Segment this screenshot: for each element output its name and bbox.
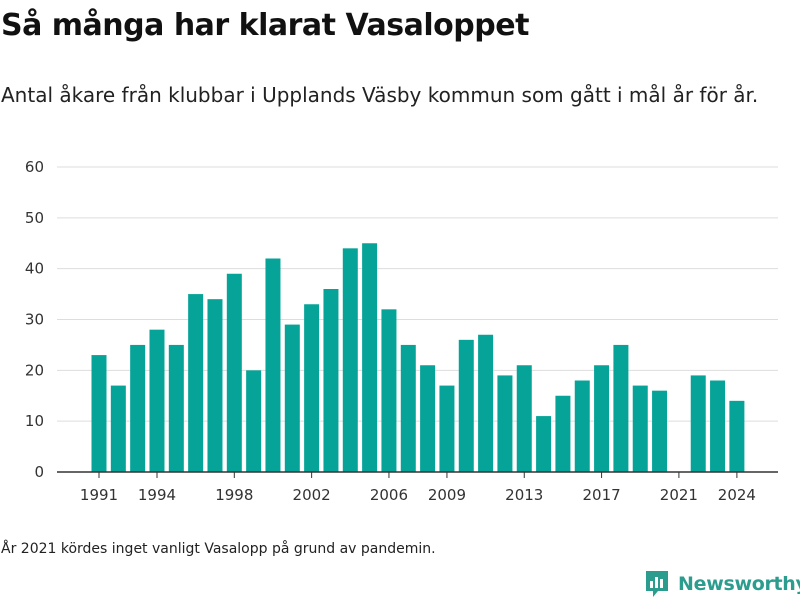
y-tick-label: 0 — [34, 463, 44, 481]
x-tick-label: 2024 — [718, 486, 756, 504]
bars — [91, 243, 745, 473]
chart-title: Så många har klarat Vasaloppet — [1, 8, 529, 43]
bar-2018[interactable] — [613, 344, 629, 472]
bar-2011[interactable] — [478, 334, 494, 472]
bar-2008[interactable] — [420, 365, 436, 472]
y-tick-label: 50 — [25, 209, 44, 227]
bar-2015[interactable] — [555, 395, 571, 472]
y-tick-label: 40 — [25, 260, 44, 278]
bar-2003[interactable] — [323, 289, 339, 472]
bar-chart: 0 10 20 30 40 50 60 1991 1994 1998 2002 2006 2009 20… — [25, 158, 778, 504]
x-axis-ticks: 1991 1994 1998 2002 2006 2009 2013 2017 2021 2024 — [80, 472, 756, 504]
bar-1999[interactable] — [246, 370, 262, 472]
bar-2001[interactable] — [284, 324, 300, 472]
y-tick-label: 60 — [25, 158, 44, 176]
x-tick-label: 1998 — [215, 486, 253, 504]
bar-2009[interactable] — [439, 385, 455, 472]
y-tick-label: 10 — [25, 412, 44, 430]
bar-2000[interactable] — [265, 258, 281, 473]
y-tick-label: 20 — [25, 361, 44, 379]
x-tick-label: 1994 — [138, 486, 176, 504]
bar-2007[interactable] — [400, 344, 416, 472]
bar-2002[interactable] — [304, 304, 320, 472]
footnote: År 2021 kördes inget vanligt Vasalopp på… — [1, 541, 436, 557]
bar-2010[interactable] — [458, 339, 474, 472]
newsworthy-logo-icon — [646, 571, 668, 597]
bar-2022[interactable] — [690, 375, 706, 472]
x-tick-label: 2013 — [505, 486, 543, 504]
bar-2006[interactable] — [381, 309, 397, 472]
bar-2012[interactable] — [497, 375, 513, 472]
x-tick-label: 1991 — [80, 486, 118, 504]
x-tick-label: 2002 — [293, 486, 331, 504]
bar-1996[interactable] — [188, 294, 204, 472]
bar-1995[interactable] — [168, 344, 184, 472]
gridlines — [57, 166, 778, 422]
x-tick-label: 2021 — [660, 486, 698, 504]
x-tick-label: 2017 — [582, 486, 620, 504]
y-axis-ticks: 0 10 20 30 40 50 60 — [25, 158, 44, 481]
bar-1992[interactable] — [110, 385, 126, 472]
bar-2014[interactable] — [536, 416, 552, 472]
x-tick-label: 2009 — [428, 486, 466, 504]
bar-1998[interactable] — [226, 273, 242, 472]
y-tick-label: 30 — [25, 311, 44, 329]
bar-2019[interactable] — [632, 385, 648, 472]
chart-subtitle: Antal åkare från klubbar i Upplands Väsb… — [1, 83, 759, 107]
bar-1997[interactable] — [207, 299, 223, 472]
bar-1994[interactable] — [149, 329, 165, 472]
bar-1991[interactable] — [91, 355, 107, 472]
bar-2024[interactable] — [729, 400, 745, 472]
x-tick-label: 2006 — [370, 486, 408, 504]
newsworthy-brand[interactable]: Newsworthy — [644, 568, 800, 600]
brand-name: Newsworthy — [678, 573, 800, 595]
bar-2013[interactable] — [516, 365, 532, 472]
bar-2005[interactable] — [362, 243, 378, 472]
bar-2023[interactable] — [710, 380, 726, 473]
bar-2020[interactable] — [652, 390, 668, 472]
bar-2017[interactable] — [594, 365, 610, 472]
bar-1993[interactable] — [130, 344, 146, 472]
bar-2004[interactable] — [342, 248, 358, 472]
bar-2016[interactable] — [574, 380, 590, 473]
